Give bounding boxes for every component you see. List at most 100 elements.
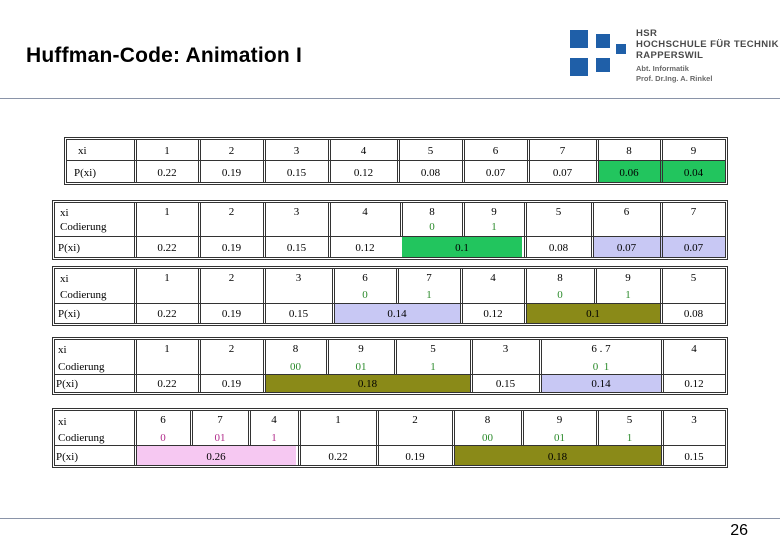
code-cell: 1: [426, 289, 432, 301]
table-5-col-line: [376, 410, 379, 466]
table-cell: 0.1: [455, 242, 469, 254]
table-1-col-line: [397, 139, 400, 183]
code-cell: 0 1: [592, 361, 610, 373]
table-4-merged-bar: [265, 375, 470, 392]
table-cell: 3: [691, 414, 697, 426]
table-3-row-label: P(xi): [58, 308, 80, 320]
table-2-divider: [54, 236, 726, 237]
table-cell: 1: [164, 206, 170, 218]
table-2-col-line: [462, 202, 465, 236]
table-cell: 1: [164, 272, 170, 284]
table-5-merged-bar: [136, 446, 296, 465]
table-cell: 0.08: [683, 308, 704, 320]
table-cell: 0.26: [206, 451, 226, 463]
table-4-col-line: [198, 339, 201, 393]
logo-square-icon: [616, 44, 626, 54]
code-cell: 1: [271, 432, 277, 444]
table-cell: 0.22: [328, 451, 348, 463]
table-1-col-line: [596, 139, 599, 183]
table-cell: 1: [164, 145, 170, 157]
table-1-col-line: [527, 139, 530, 183]
table-3-col-line: [198, 268, 201, 324]
table-cell: 0.19: [221, 308, 242, 320]
table-cell: 6: [160, 414, 166, 426]
table-4-frame: [52, 337, 728, 395]
table-cell: 0.06: [619, 167, 639, 179]
code-cell: 01: [355, 361, 367, 373]
table-cell: 0.15: [286, 242, 307, 254]
code-cell: 0: [429, 221, 435, 233]
table-1-col-line: [198, 139, 201, 183]
table-cell: 0.22: [157, 167, 177, 179]
table-cell: 0.15: [684, 451, 704, 463]
table-3-col-line: [263, 268, 266, 324]
table-4-col-line: [661, 339, 664, 393]
table-4-col-line: [134, 339, 137, 393]
table-4-divider: [54, 374, 726, 375]
table-cell: 8: [484, 414, 491, 426]
table-2-col-line: [591, 202, 594, 258]
table-cell: 0.07: [485, 167, 506, 179]
table-2-merged-bar: [402, 237, 522, 257]
table-1-col-line: [134, 139, 137, 183]
table-cell: 7: [690, 206, 697, 218]
table-3-col-line: [524, 268, 527, 324]
table-2-col-line: [660, 202, 663, 258]
table-cell: 4: [362, 206, 368, 218]
footer-divider: [0, 518, 780, 519]
header-divider: [0, 98, 780, 99]
table-cell: 0.12: [355, 242, 375, 254]
table-cell: 0.08: [420, 167, 441, 179]
logo-text-school: HOCHSCHULE FÜR TECHNIK: [636, 39, 779, 50]
table-3-col-line: [460, 268, 463, 324]
table-cell: 0.14: [591, 378, 611, 390]
table-cell: 9: [625, 272, 631, 284]
table-2-col-line: [328, 202, 331, 258]
table-5-col-line: [521, 410, 524, 445]
table-2-col-line: [198, 202, 201, 258]
table-cell: 3: [293, 145, 300, 157]
table-cell: 0.12: [483, 308, 503, 320]
table-cell: 5: [555, 206, 562, 218]
logo-text-city: RAPPERSWIL: [636, 50, 704, 61]
table-2-col-line: [400, 202, 403, 236]
code-cell: 00: [290, 361, 301, 373]
table-cell: 3: [295, 272, 302, 284]
table-5-col-line: [298, 410, 301, 466]
table-cell: 0.04: [683, 167, 704, 179]
table-cell: 6 . 7: [591, 343, 611, 355]
table-5-row-label: xi: [58, 416, 67, 428]
table-1-divider: [66, 160, 726, 161]
table-cell: 3: [502, 343, 509, 355]
table-1-col-line: [328, 139, 331, 183]
table-4-row-label: Codierung: [58, 361, 105, 373]
table-cell: 2: [228, 145, 235, 157]
table-cell: 0.1: [586, 308, 600, 320]
logo-square-icon: [596, 58, 610, 72]
logo-square-icon: [570, 58, 588, 76]
table-cell: 0.19: [221, 378, 242, 390]
table-cell: 4: [271, 414, 277, 426]
table-cell: 5: [430, 343, 436, 355]
table-cell: 9: [358, 343, 364, 355]
table-cell: 4: [490, 272, 496, 284]
table-cell: 1: [164, 343, 170, 355]
table-5-olive-bar: [454, 446, 661, 465]
table-3-col-line: [134, 268, 137, 324]
table-5-col-line: [248, 410, 251, 445]
table-3-col-line: [594, 268, 597, 303]
table-5-col-line: [596, 410, 599, 445]
table-2-next-merge-bar: [593, 237, 725, 257]
logo-text-department: Abt. Informatik: [636, 64, 689, 73]
table-2-row-label: Codierung: [60, 221, 107, 233]
table-4-col-line: [470, 339, 473, 393]
table-3-col-line: [660, 268, 663, 324]
table-cell: 7: [426, 272, 432, 284]
table-4-col-line: [326, 339, 329, 374]
table-3-col-line: [332, 268, 335, 324]
table-cell: 4: [360, 145, 367, 157]
table-cell: 7: [559, 145, 566, 157]
table-cell: 0.12: [684, 378, 704, 390]
table-4-next-merge-bar: [541, 375, 661, 392]
table-cell: 0.18: [357, 378, 378, 390]
